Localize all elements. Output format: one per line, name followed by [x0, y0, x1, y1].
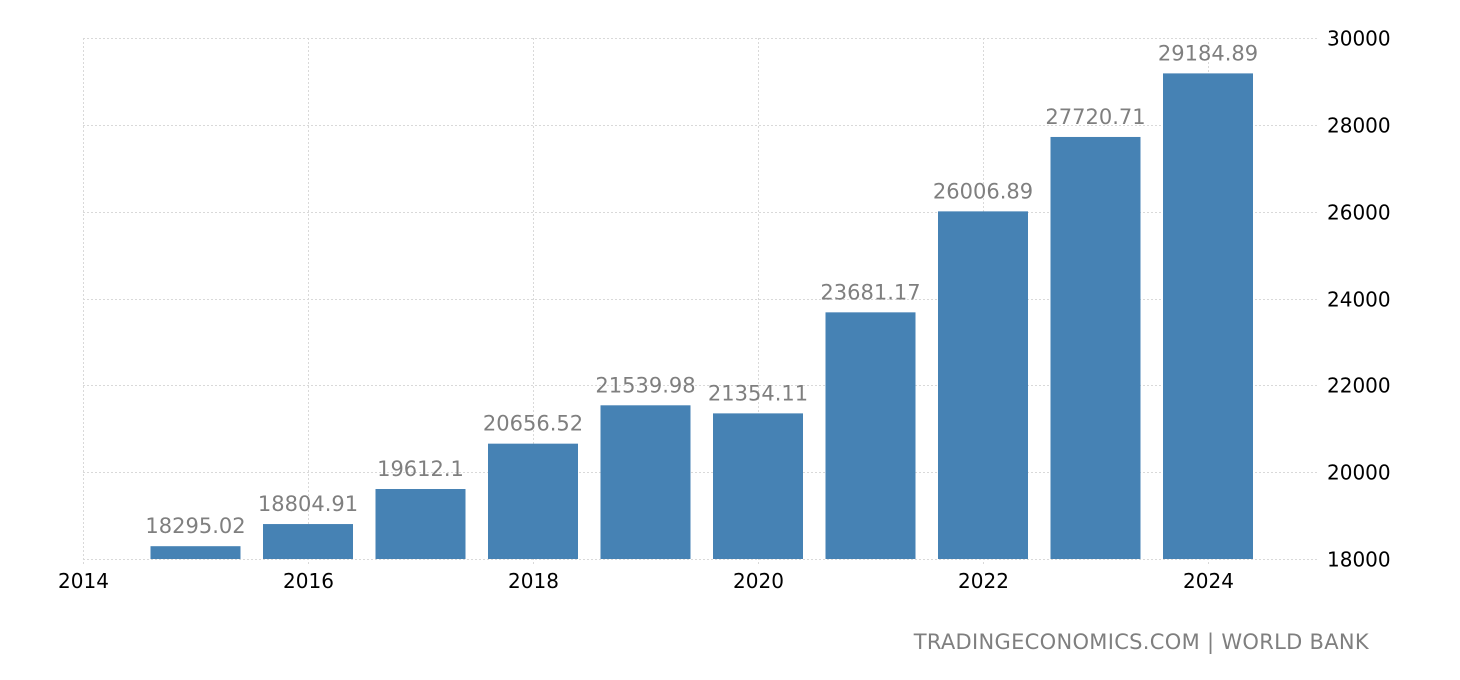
x-axis-ticks: 2014 2016 2018 2020 2022 2024	[58, 569, 1234, 593]
value-label-2023: 27720.71	[1045, 105, 1145, 129]
bar-2021	[825, 312, 916, 559]
bars	[150, 73, 1253, 560]
value-label-2016: 18804.91	[258, 492, 358, 516]
x-tick-label: 2018	[508, 569, 559, 593]
x-tick-label: 2024	[1183, 569, 1234, 593]
bar-2024	[1163, 73, 1253, 560]
value-label-2017: 19612.1	[377, 457, 464, 481]
value-label-2019: 21539.98	[595, 373, 695, 397]
bar-2017	[375, 489, 466, 559]
bar-2018	[488, 443, 578, 559]
grid-lines	[83, 38, 1318, 565]
y-axis-ticks: 18000 20000 22000 24000 26000 28000 30000	[1327, 27, 1391, 572]
y-tick-label: 24000	[1327, 288, 1391, 312]
bar-2020	[713, 413, 803, 559]
bar-2022	[938, 211, 1028, 559]
y-tick-label: 22000	[1327, 374, 1391, 398]
value-label-2015: 18295.02	[145, 514, 245, 538]
y-tick-label: 26000	[1327, 201, 1391, 225]
bar-2016	[263, 524, 353, 559]
value-label-2018: 20656.52	[483, 412, 583, 436]
x-tick-label: 2022	[958, 569, 1009, 593]
bar-2019	[600, 405, 691, 559]
value-labels: 18295.02 18804.91 19612.1 20656.52 21539.98 2…	[145, 41, 1258, 538]
value-label-2024: 29184.89	[1158, 41, 1258, 65]
y-tick-label: 20000	[1327, 461, 1391, 485]
bar-2015	[150, 546, 241, 559]
x-tick-label: 2020	[733, 569, 784, 593]
y-tick-label: 18000	[1327, 548, 1391, 572]
y-tick-label: 28000	[1327, 114, 1391, 138]
bar-2023	[1050, 136, 1141, 559]
value-label-2020: 21354.11	[708, 381, 808, 405]
value-label-2021: 23681.17	[820, 280, 920, 304]
x-tick-label: 2016	[283, 569, 334, 593]
x-tick-label: 2014	[58, 569, 109, 593]
source-attribution: TRADINGECONOMICS.COM | WORLD BANK	[913, 630, 1369, 654]
y-tick-label: 30000	[1327, 27, 1391, 51]
value-label-2022: 26006.89	[933, 179, 1033, 203]
